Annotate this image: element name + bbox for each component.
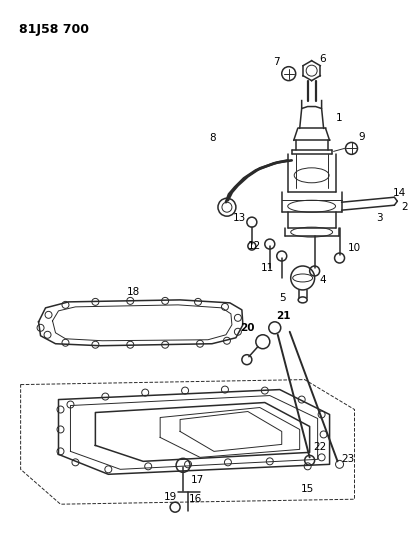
Text: 4: 4 bbox=[319, 275, 326, 285]
Text: 81J58 700: 81J58 700 bbox=[19, 23, 89, 36]
Text: 23: 23 bbox=[341, 454, 354, 464]
Text: 8: 8 bbox=[210, 133, 216, 143]
Text: 10: 10 bbox=[348, 243, 361, 253]
Text: 13: 13 bbox=[233, 213, 247, 223]
Text: 19: 19 bbox=[164, 492, 177, 502]
Text: 1: 1 bbox=[336, 114, 343, 124]
Text: 12: 12 bbox=[248, 241, 261, 251]
Text: 3: 3 bbox=[376, 213, 383, 223]
Text: 14: 14 bbox=[393, 188, 406, 198]
Text: 11: 11 bbox=[261, 263, 274, 273]
Text: 22: 22 bbox=[313, 442, 326, 453]
Text: 21: 21 bbox=[276, 311, 291, 321]
Text: 6: 6 bbox=[319, 54, 326, 64]
Text: 18: 18 bbox=[127, 287, 140, 297]
Text: 2: 2 bbox=[401, 202, 408, 212]
Text: 16: 16 bbox=[188, 494, 202, 504]
Text: 20: 20 bbox=[241, 323, 255, 333]
Text: 9: 9 bbox=[358, 132, 365, 142]
Text: 5: 5 bbox=[280, 293, 286, 303]
Text: 15: 15 bbox=[301, 484, 314, 494]
Text: 7: 7 bbox=[273, 56, 280, 67]
Text: 17: 17 bbox=[190, 475, 204, 485]
